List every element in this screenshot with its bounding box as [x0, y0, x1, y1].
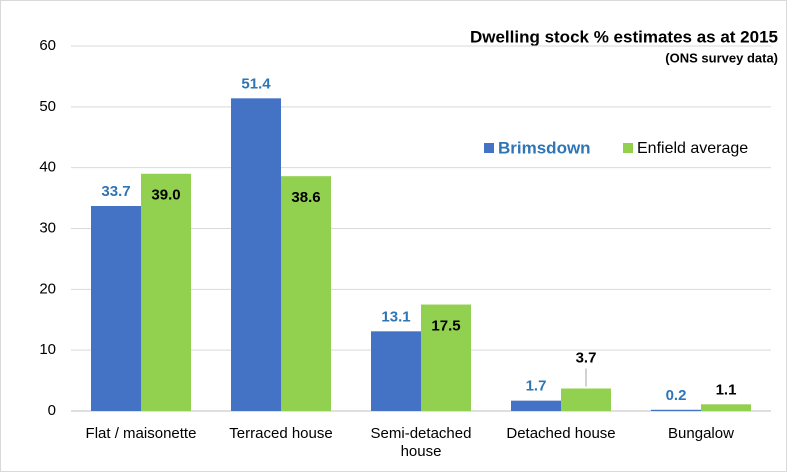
y-tick-label: 20	[39, 280, 56, 297]
data-label: 1.7	[526, 378, 547, 395]
data-label: 38.6	[291, 189, 320, 206]
legend-swatch	[484, 143, 494, 153]
bar	[281, 176, 331, 411]
legend-label: Brimsdown	[498, 138, 591, 157]
bar	[421, 304, 471, 411]
x-tick-label: Detached house	[506, 425, 616, 442]
data-label: 1.1	[716, 381, 737, 398]
data-label: 51.4	[241, 75, 271, 92]
y-tick-label: 50	[39, 98, 56, 115]
y-tick-label: 60	[39, 37, 56, 54]
bar	[91, 205, 141, 411]
data-label: 39.0	[151, 187, 180, 204]
y-tick-label: 0	[48, 402, 56, 419]
x-tick-label: Terraced house	[229, 425, 333, 442]
legend-swatch	[623, 143, 633, 153]
bar	[511, 400, 561, 411]
data-label: 0.2	[666, 387, 687, 404]
x-tick-label: Flat / maisonette	[85, 425, 197, 442]
bar	[141, 173, 191, 411]
bar	[371, 331, 421, 411]
data-label: 13.1	[381, 308, 410, 325]
bar	[651, 409, 701, 411]
bar	[561, 388, 611, 411]
x-tick-label: Semi-detached house	[370, 425, 472, 460]
y-tick-label: 40	[39, 159, 56, 176]
chart-title: Dwelling stock % estimates as at 2015	[470, 27, 778, 46]
chart-subtitle: (ONS survey data)	[665, 50, 778, 65]
y-tick-label: 10	[39, 341, 56, 358]
y-tick-label: 30	[39, 219, 56, 236]
legend-label: Enfield average	[637, 140, 748, 157]
bar	[701, 404, 751, 411]
x-tick-label: Bungalow	[668, 425, 734, 442]
data-label: 17.5	[431, 318, 460, 335]
data-label: 33.7	[101, 183, 130, 200]
data-label: 3.7	[576, 349, 597, 366]
bar	[231, 98, 281, 412]
